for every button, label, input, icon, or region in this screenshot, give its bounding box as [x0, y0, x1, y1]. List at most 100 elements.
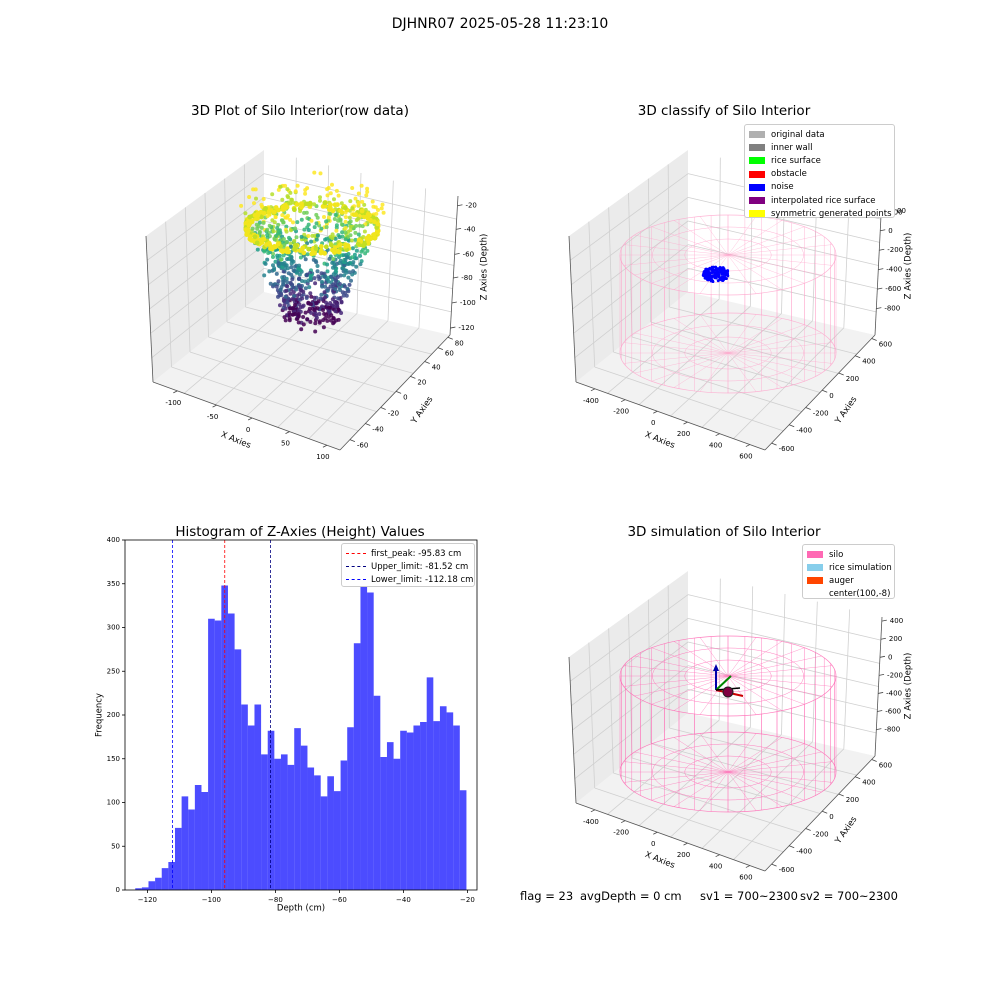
scatter-point: [271, 229, 276, 234]
scatter-point: [309, 294, 314, 299]
scatter-point: [262, 249, 267, 254]
scatter-point: [301, 322, 306, 327]
scatter-point: [338, 258, 343, 263]
noise-point: [726, 274, 730, 278]
y-tick: [871, 338, 877, 341]
scatter-point: [343, 219, 348, 224]
noise-point: [725, 269, 728, 273]
y-tick-label: 600: [879, 340, 892, 348]
histogram-bar: [347, 727, 354, 890]
legend-line: [346, 553, 366, 555]
scatter-point: [356, 237, 362, 243]
scatter-point: [302, 210, 307, 215]
silo-spoke: [727, 220, 783, 256]
scatter-point: [314, 260, 319, 265]
scatter-point: [280, 218, 285, 223]
scatter-point: [373, 205, 378, 210]
floor-pane: [576, 292, 875, 450]
y-tick: [395, 390, 402, 394]
x-tick-label: 0: [651, 419, 655, 427]
histogram-bar: [327, 776, 334, 890]
floor-pane: [153, 292, 450, 450]
scatter-point: [332, 217, 337, 221]
scatter-point: [334, 278, 339, 283]
histogram-bar: [247, 725, 255, 890]
scatter-point: [359, 183, 364, 188]
auger-y-arrow: [715, 675, 732, 691]
scatter-point: [284, 288, 289, 293]
scatter-point: [312, 225, 317, 230]
scatter-point: [309, 310, 314, 315]
scatter-point: [276, 187, 281, 192]
silo-spoke: [727, 216, 757, 256]
scatter-point: [359, 208, 365, 214]
axis-line: [575, 381, 766, 451]
scatter-point: [305, 317, 310, 322]
scatter-point: [315, 269, 320, 274]
scatter-point: [305, 252, 310, 257]
y-tick-label: -20: [388, 409, 399, 417]
figure-title: DJHNR07 2025-05-28 11:23:10: [391, 16, 609, 32]
scatter-point: [308, 302, 313, 307]
scatter-point: [360, 224, 365, 229]
scatter-point: [291, 268, 296, 273]
axis-line: [874, 616, 883, 757]
scatter-point: [265, 257, 270, 262]
silo-spoke: [727, 737, 783, 773]
x-tick: [715, 433, 720, 437]
scatter-point: [274, 271, 279, 276]
y-tick: [424, 361, 430, 364]
scatter-point: [303, 191, 308, 196]
x-axis-label: X Axies: [643, 850, 676, 871]
scatter-point: [315, 264, 320, 268]
silo-spoke: [727, 771, 783, 807]
silo-spoke: [634, 655, 729, 677]
x-tick-label: 0: [246, 426, 250, 434]
scatter-point: [350, 206, 355, 211]
scatter-point: [336, 193, 341, 198]
silo-spoke: [623, 665, 729, 677]
z-tick-label: 0: [888, 653, 892, 661]
y-tick-label: 20: [417, 378, 426, 386]
x-tick-label: −20: [460, 896, 475, 904]
silo-spoke: [634, 254, 729, 276]
legend-line: [346, 579, 366, 581]
scatter-point: [308, 319, 313, 324]
histogram-bar: [400, 730, 407, 890]
scatter-point: [265, 227, 270, 232]
scatter-point: [301, 315, 306, 319]
grid-line: [245, 306, 432, 355]
legend-swatch: [749, 144, 765, 152]
axis-line: [568, 656, 577, 804]
z-tick-label: -60: [463, 250, 474, 258]
x-tick-label: 0: [651, 840, 655, 848]
scatter-point: [317, 312, 322, 316]
scatter-point: [319, 271, 324, 276]
histogram-bar: [373, 695, 381, 890]
scatter-point: [323, 244, 329, 250]
scatter-point: [299, 201, 304, 207]
scatter-point: [297, 276, 302, 281]
scatter-point: [324, 225, 329, 230]
scatter-point: [332, 245, 338, 250]
silo-spoke: [673, 675, 729, 711]
legend-item-auger: auger: [807, 574, 890, 587]
scatter-point: [333, 236, 338, 241]
scatter-point: [313, 246, 319, 252]
scatter-point: [330, 236, 335, 241]
x-tick: [653, 831, 658, 835]
scatter-point: [313, 281, 318, 286]
scatter-point: [350, 186, 355, 190]
scatter-point: [307, 285, 312, 290]
scatter-point: [340, 290, 345, 295]
noise-point: [722, 273, 725, 276]
scatter-point: [272, 244, 277, 249]
z-tick-label: -200: [887, 671, 903, 679]
scatter-point: [354, 248, 359, 253]
scatter-point: [247, 195, 252, 199]
scatter-point: [271, 209, 277, 215]
scatter-point: [351, 269, 356, 274]
silo-spoke: [634, 675, 729, 697]
histogram-bar: [453, 725, 460, 890]
z-tick-label: 00: [897, 207, 906, 215]
